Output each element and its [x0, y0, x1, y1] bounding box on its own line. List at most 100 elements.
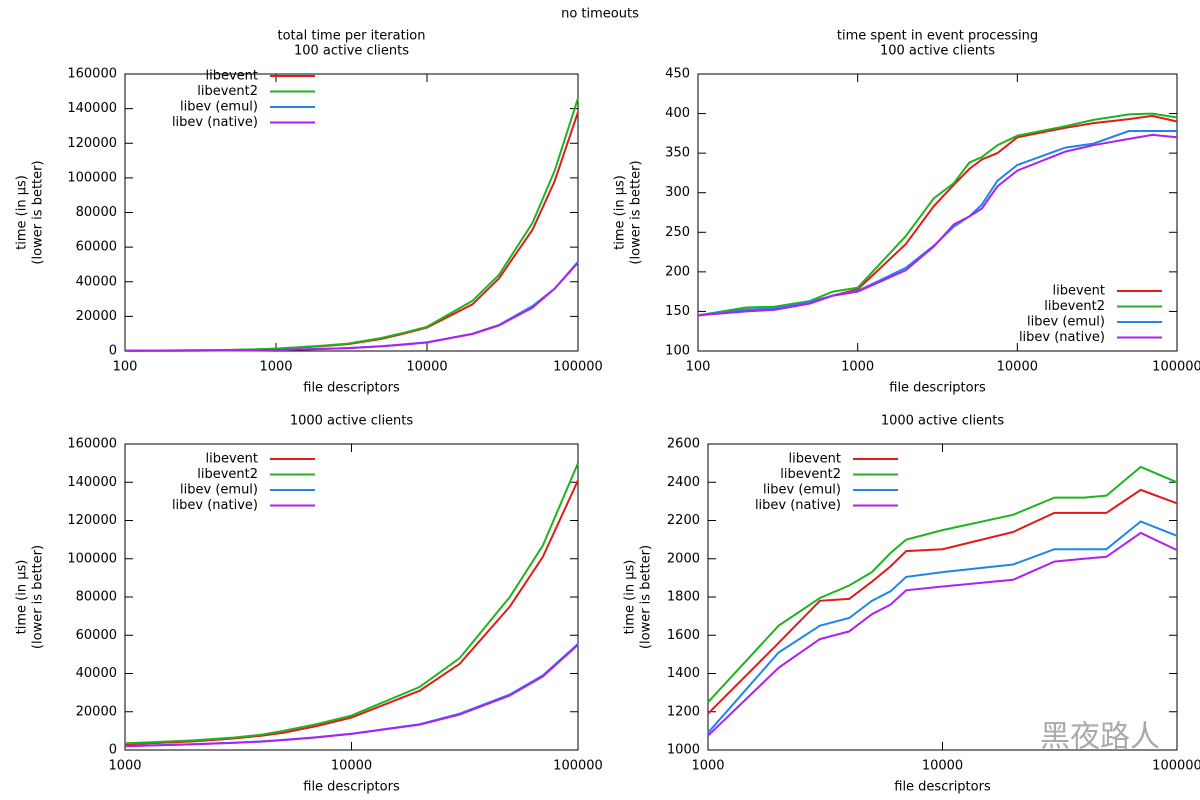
x-tick-label: 100000: [1152, 759, 1200, 774]
x-tick-label: 100: [686, 360, 711, 375]
series-line: [124, 462, 579, 745]
y-tick-label: 100000: [67, 551, 117, 566]
x-tick-label: 10000: [406, 360, 447, 375]
y-tick-label: 2600: [667, 437, 700, 452]
watermark: 黑夜路人: [1040, 720, 1160, 755]
series-line: [124, 261, 579, 352]
y-tick-label: 0: [109, 743, 117, 758]
y-axis-label: (lower is better): [639, 545, 654, 649]
y-tick-label: 2200: [667, 513, 700, 528]
x-tick-label: 100000: [553, 759, 603, 774]
y-tick-label: 40000: [76, 274, 117, 289]
y-tick-label: 200: [665, 264, 690, 279]
y-axis-label: (lower is better): [31, 160, 46, 264]
y-axis-label: (lower is better): [629, 160, 644, 264]
series-line: [124, 111, 579, 352]
y-tick-label: 1400: [667, 666, 700, 681]
y-tick-label: 1600: [667, 628, 700, 643]
y-tick-label: 120000: [67, 136, 117, 151]
x-tick-label: 1000: [691, 759, 724, 774]
x-axis-label: file descriptors: [889, 381, 986, 396]
series-line: [697, 133, 1178, 317]
legend-label: libevent2: [780, 467, 841, 482]
y-axis-label: time (in µs): [623, 560, 638, 635]
series-line: [697, 130, 1177, 317]
y-tick-label: 120000: [67, 513, 117, 528]
legend-label: libev (native): [172, 498, 258, 513]
y-tick-label: 80000: [76, 590, 117, 605]
series-line: [124, 479, 579, 746]
x-tick-label: 1000: [841, 360, 874, 375]
x-tick-label: 1000: [108, 759, 141, 774]
x-axis-label: file descriptors: [303, 381, 400, 396]
x-tick-label: 100000: [553, 360, 603, 375]
legend-label: libev (emul): [1027, 315, 1105, 330]
y-tick-label: 1000: [667, 743, 700, 758]
legend-label: libevent2: [1044, 299, 1105, 314]
legend-label: libev (emul): [180, 483, 258, 498]
legend-label: libev (emul): [180, 100, 258, 115]
y-tick-label: 160000: [67, 67, 117, 82]
y-tick-label: 0: [109, 344, 117, 359]
chart-subtitle: 100 active clients: [294, 44, 409, 59]
y-tick-label: 150: [665, 304, 690, 319]
x-tick-label: 10000: [331, 759, 372, 774]
series-line: [707, 488, 1178, 715]
series-line: [124, 644, 579, 748]
y-tick-label: 450: [665, 67, 690, 82]
y-tick-label: 40000: [76, 666, 117, 681]
y-tick-label: 80000: [76, 205, 117, 220]
y-tick-label: 20000: [76, 704, 117, 719]
y-tick-label: 2400: [667, 475, 700, 490]
series-line: [124, 262, 579, 352]
y-axis-label: time (in µs): [15, 175, 30, 250]
legend-label: libevent: [205, 69, 258, 84]
x-tick-label: 10000: [997, 360, 1038, 375]
series-line: [707, 520, 1178, 734]
y-tick-label: 140000: [67, 475, 117, 490]
series-line: [707, 465, 1178, 703]
series-line: [707, 531, 1178, 737]
x-axis-label: file descriptors: [303, 780, 400, 795]
chart-title: total time per iteration: [277, 29, 425, 44]
legend-label: libevent: [1052, 284, 1105, 299]
series-line: [124, 97, 579, 352]
legend-label: libevent: [788, 452, 841, 467]
legend-label: libevent2: [197, 467, 258, 482]
x-tick-label: 100000: [1152, 360, 1200, 375]
y-tick-label: 350: [665, 146, 690, 161]
plot-frame: [697, 73, 1178, 352]
chart-subtitle: 100 active clients: [880, 44, 995, 59]
y-tick-label: 100: [665, 344, 690, 359]
chart-title: 1000 active clients: [290, 414, 414, 429]
chart-title: 1000 active clients: [881, 414, 1005, 429]
y-tick-label: 1800: [667, 590, 700, 605]
figure-title: no timeouts: [561, 7, 639, 22]
x-tick-label: 1000: [259, 360, 292, 375]
legend-label: libev (native): [755, 498, 841, 513]
y-tick-label: 160000: [67, 437, 117, 452]
y-tick-label: 140000: [67, 101, 117, 116]
y-axis-label: (lower is better): [31, 545, 46, 649]
legend-label: libev (emul): [763, 483, 841, 498]
legend-label: libevent: [205, 452, 258, 467]
y-tick-label: 20000: [76, 309, 117, 324]
y-tick-label: 1200: [667, 704, 700, 719]
legend-label: libevent2: [197, 84, 258, 99]
chart-title: time spent in event processing: [837, 29, 1038, 44]
x-tick-label: 10000: [922, 759, 963, 774]
y-tick-label: 300: [665, 185, 690, 200]
y-tick-label: 60000: [76, 628, 117, 643]
y-tick-label: 2000: [667, 551, 700, 566]
y-tick-label: 100000: [67, 170, 117, 185]
series-line: [697, 114, 1178, 317]
legend-label: libev (native): [172, 115, 258, 130]
y-tick-label: 400: [665, 106, 690, 121]
y-tick-label: 250: [665, 225, 690, 240]
y-tick-label: 60000: [76, 240, 117, 255]
x-tick-label: 100: [113, 360, 138, 375]
legend-label: libev (native): [1019, 330, 1105, 345]
y-axis-label: time (in µs): [613, 175, 628, 250]
x-axis-label: file descriptors: [894, 780, 991, 795]
